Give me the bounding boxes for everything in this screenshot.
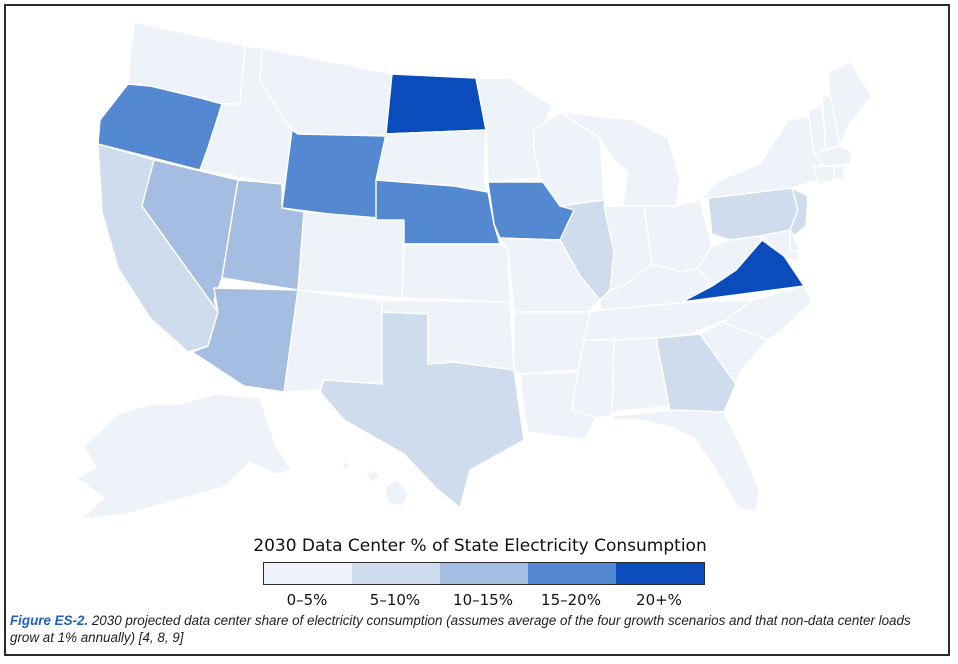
state-NY <box>699 115 825 201</box>
state-HI-big <box>383 479 409 507</box>
state-AK <box>75 393 293 521</box>
figure-caption: Figure ES-2. 2030 projected data center … <box>10 612 940 646</box>
state-CO <box>297 211 405 299</box>
state-HI <box>341 461 351 471</box>
figure-label: Figure ES-2. <box>10 613 89 628</box>
state-ND <box>385 73 487 135</box>
state-WY <box>281 129 387 221</box>
state-MD <box>759 229 801 263</box>
legend-swatch-15-20 <box>528 563 616 584</box>
legend-title: 2030 Data Center % of State Electricity … <box>253 536 707 556</box>
state-HI-maui <box>365 469 381 483</box>
legend-label-5-10: 5–10% <box>369 591 421 609</box>
legend-color-bar <box>263 562 705 585</box>
legend-swatch-5-10 <box>352 563 440 584</box>
state-GA <box>655 333 737 413</box>
legend-label-20-plus: 20+% <box>636 591 682 609</box>
state-NC <box>699 285 813 341</box>
state-WV <box>697 235 763 287</box>
caption-text: 2030 projected data center share of elec… <box>10 613 911 645</box>
state-TX <box>319 311 525 509</box>
state-CT <box>813 165 835 185</box>
state-KS <box>401 243 511 303</box>
state-FL <box>611 409 761 513</box>
state-AR <box>513 311 591 375</box>
legend-label-0-5: 0–5% <box>286 591 328 609</box>
legend-label-10-15: 10–15% <box>453 591 513 609</box>
state-MA <box>813 145 853 167</box>
state-ME <box>827 61 873 147</box>
state-AL <box>611 337 671 417</box>
state-NM <box>283 289 383 393</box>
state-RI <box>833 165 845 181</box>
legend-swatch-0-5 <box>264 563 352 584</box>
legend-swatch-20-plus <box>616 563 704 584</box>
legend-swatch-10-15 <box>440 563 528 584</box>
legend-label-15-20: 15–20% <box>541 591 601 609</box>
legend-labels: 0–5% 5–10% 10–15% 15–20% 20+% <box>263 591 703 609</box>
